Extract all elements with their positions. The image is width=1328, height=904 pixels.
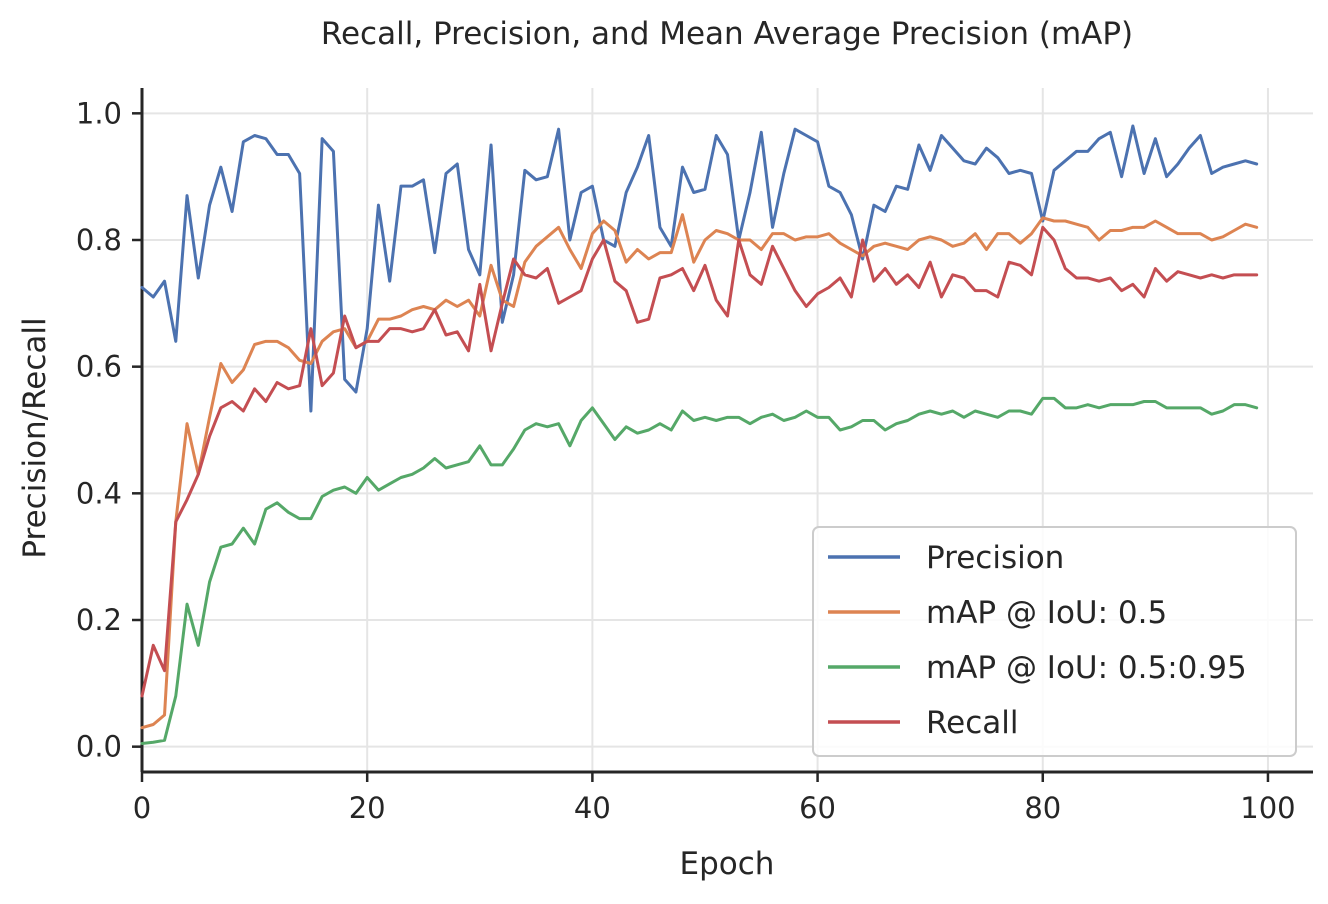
y-tick-label: 0.6 <box>76 350 122 384</box>
legend-entries: Precision mAP @ IoU: 0.5 mAP @ IoU: 0.5:0.… <box>828 540 1247 741</box>
y-tick-label: 0.2 <box>76 603 122 637</box>
x-axis-label: Epoch <box>680 846 775 882</box>
legend-box <box>812 526 1297 757</box>
series-line-map-iou-0-5-0-95 <box>140 396 1259 745</box>
series-line-precision <box>140 124 1259 413</box>
y-tick-label: 0.0 <box>76 730 122 764</box>
axes <box>140 88 1313 774</box>
series-line-map-iou-0-5 <box>140 213 1259 730</box>
tick-labels: 0 20 40 60 80 100 0.0 0.2 0.4 0.6 0.8 1.0 <box>76 96 1296 825</box>
y-axis-label: Precision/Recall <box>17 317 53 558</box>
legend-label-precision: Precision <box>926 540 1064 576</box>
tick-marks <box>132 112 1270 782</box>
series-lines <box>140 124 1259 745</box>
legend: Precision mAP @ IoU: 0.5 mAP @ IoU: 0.5:0.… <box>812 526 1297 757</box>
x-tick-label: 40 <box>574 791 611 825</box>
y-tick-label: 0.8 <box>76 223 122 257</box>
x-tick-label: 0 <box>133 791 151 825</box>
x-tick-label: 20 <box>349 791 386 825</box>
x-tick-label: 60 <box>799 791 836 825</box>
x-tick-label: 80 <box>1024 791 1061 825</box>
x-tick-label: 100 <box>1240 791 1295 825</box>
series-line-recall <box>140 225 1259 698</box>
y-tick-label: 1.0 <box>76 96 122 130</box>
chart-title: Recall, Precision, and Mean Average Prec… <box>321 16 1133 52</box>
legend-label-recall: Recall <box>926 705 1019 741</box>
legend-label-map-iou-0-5: mAP @ IoU: 0.5 <box>926 595 1167 631</box>
legend-label-map-iou-0-5-0-95: mAP @ IoU: 0.5:0.95 <box>926 650 1247 686</box>
y-tick-label: 0.4 <box>76 476 122 510</box>
